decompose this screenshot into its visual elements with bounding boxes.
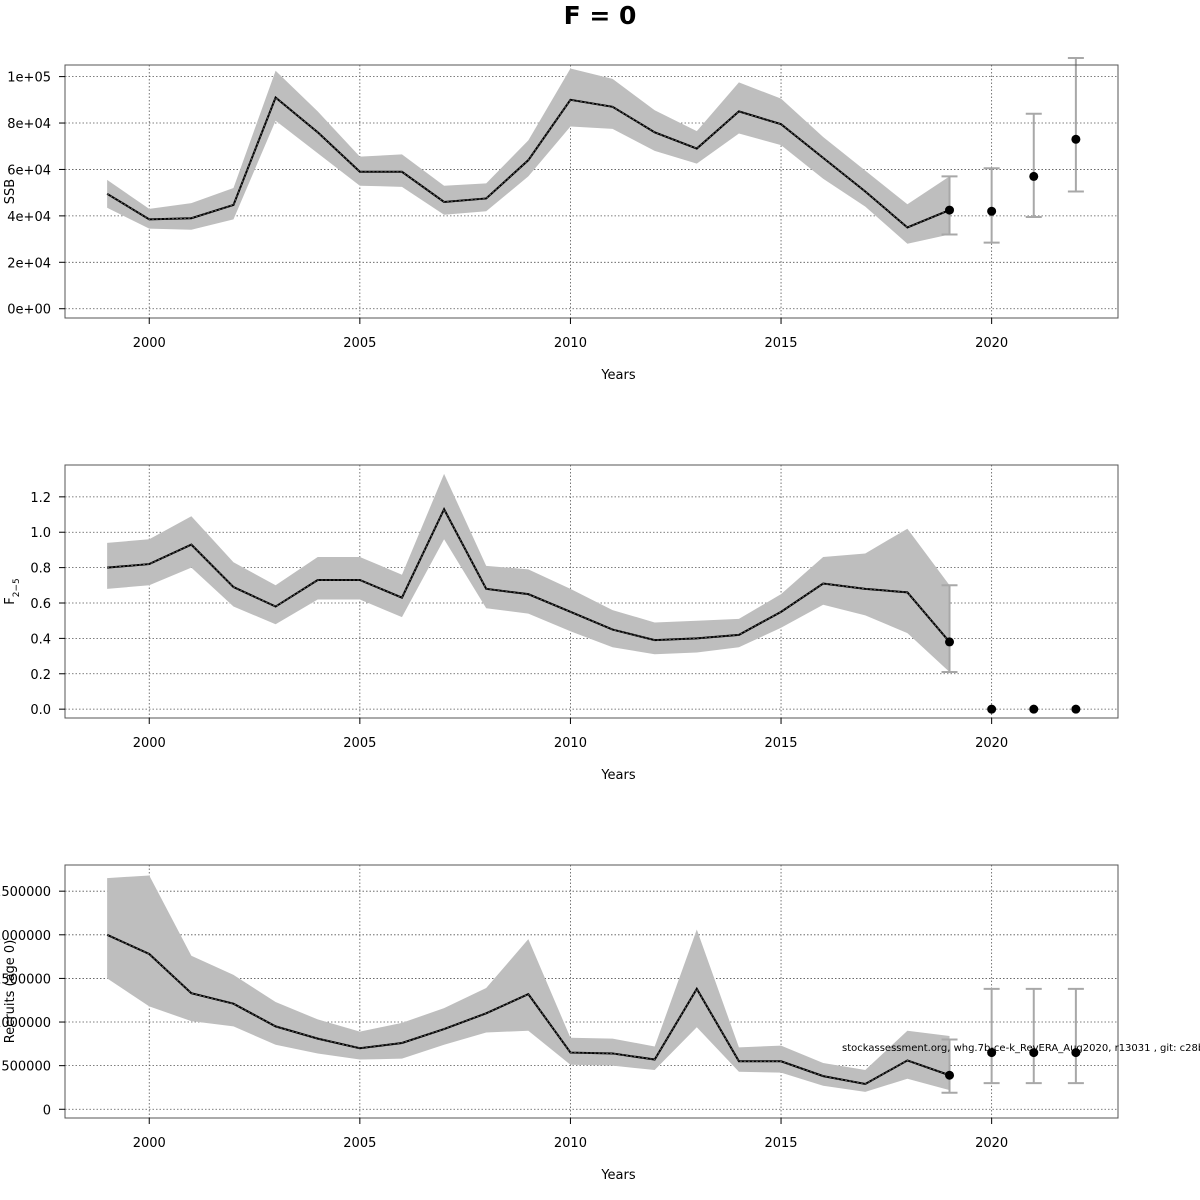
x-tick-label: 2000 [133,1136,166,1151]
x-axis-label: Years [600,368,636,383]
projection-point [987,206,997,216]
x-tick-label: 2015 [764,336,797,351]
x-tick-label: 2010 [554,336,587,351]
confidence-band [107,473,950,672]
y-tick-label: 1500000 [0,972,51,987]
y-axis-label: Recruits (age 0) [3,940,18,1044]
y-tick-label: 1000000 [0,1016,51,1031]
projection-point [945,637,955,647]
y-tick-label: 0e+00 [7,303,51,318]
projection-point [987,704,997,714]
x-tick-label: 2020 [975,1136,1008,1151]
x-tick-label: 2010 [554,1136,587,1151]
y-tick-label: 2000000 [0,929,51,944]
y-tick-label: 0 [43,1103,51,1118]
y-axis-label: F2−5 [3,578,22,604]
projection-point [1071,134,1081,144]
x-tick-label: 2010 [554,736,587,751]
y-tick-label: 4e+04 [7,210,51,225]
y-tick-label: 0.0 [30,703,51,718]
confidence-band [107,68,950,244]
page-title: F = 0 [564,1,637,30]
y-tick-label: 6e+04 [7,163,51,178]
projection-point [1029,1048,1039,1058]
y-tick-label: 2e+04 [7,256,51,271]
y-tick-label: 1e+05 [7,71,51,86]
x-tick-label: 2020 [975,336,1008,351]
x-tick-label: 2000 [133,336,166,351]
estimate-line-dashes [106,96,950,228]
x-axis-label: Years [600,768,636,783]
estimate-line-dashes [107,508,950,643]
estimate-line-dashes [106,934,950,1085]
plot-frame [64,864,1119,1119]
projection-point [987,1048,997,1058]
plot-frame [64,64,1119,319]
x-tick-label: 2005 [343,336,376,351]
y-tick-label: 0.2 [30,668,51,683]
ssb-panel: 2000 2005 2010 2015 2020 0e+00 2e+04 4e+04 6e+04… [3,57,1119,383]
y-tick-label: 8e+04 [7,117,51,132]
y-tick-label: 1.0 [30,526,51,541]
y-axis-label: SSB [3,179,18,204]
confidence-band [107,875,950,1092]
y-tick-label: 2500000 [0,885,51,900]
x-tick-label: 2000 [133,736,166,751]
y-tick-label: 0.4 [30,632,51,647]
x-axis-label: Years [600,1168,636,1183]
y-tick-label: 0.6 [30,597,51,612]
x-tick-label: 2005 [343,1136,376,1151]
x-tick-label: 2005 [343,736,376,751]
x-tick-label: 2015 [764,1136,797,1151]
projection-point [1029,171,1039,181]
recruits-panel: 2000 2005 2010 2015 2020 0 500000 1000000 150000… [0,864,1119,1183]
x-tick-label: 2020 [975,736,1008,751]
plot-frame [64,464,1119,719]
projection-point [1071,704,1081,714]
projection-point [945,1070,955,1080]
y-tick-label: 0.8 [30,562,51,577]
projection-point [1071,1048,1081,1058]
footnote: stockassessment.org, whg.7b-ce-k_RevERA_… [842,1043,1200,1054]
fishing-mortality-panel: 2000 2005 2010 2015 2020 0.0 0.2 0.4 0.6 0.8 1.0 1.… [3,464,1119,783]
x-tick-label: 2015 [764,736,797,751]
projection-point [945,205,955,215]
projection-point [1029,704,1039,714]
y-tick-label: 500000 [1,1060,51,1075]
y-tick-label: 1.2 [30,491,51,506]
